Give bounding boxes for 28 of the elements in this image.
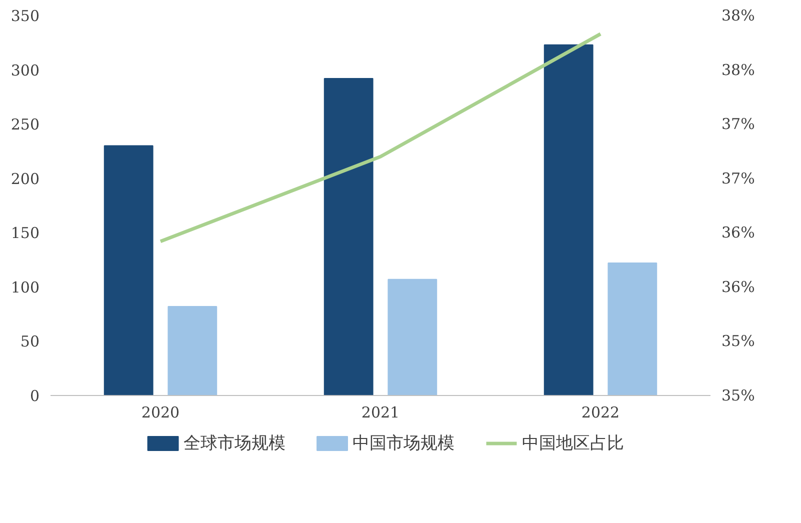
bar [544, 44, 594, 396]
bar [324, 78, 374, 396]
y2-tick-label: 38% [722, 60, 755, 79]
legend-label: 全球市场规模 [183, 434, 286, 454]
x-tick-label: 2022 [581, 404, 620, 422]
y2-tick-label: 36% [722, 224, 755, 242]
y2-tick-label: 38% [722, 6, 755, 24]
y-tick-label: 150 [10, 224, 40, 242]
x-tick-label: 2021 [361, 404, 400, 422]
y-tick-label: 300 [10, 61, 40, 80]
y2-tick-label: 37% [722, 115, 755, 134]
y-tick-label: 200 [10, 170, 40, 188]
y2-tick-label: 36% [722, 278, 755, 296]
y-tick-label: 50 [20, 332, 40, 351]
bar [388, 278, 438, 396]
y-tick-label: 100 [10, 278, 40, 296]
y-tick-label: 0 [30, 387, 40, 405]
y-tick-label: 250 [10, 116, 40, 134]
y2-tick-label: 37% [722, 169, 755, 188]
y-tick-label: 350 [10, 7, 40, 25]
bar [608, 262, 658, 396]
bar [104, 145, 154, 396]
legend-label: 中国地区占比 [522, 434, 624, 454]
y2-tick-label: 35% [722, 332, 755, 350]
legend-label: 中国市场规模 [352, 434, 455, 454]
y2-tick-label: 35% [722, 386, 755, 404]
x-tick-label: 2020 [141, 404, 180, 422]
bar [168, 306, 218, 396]
